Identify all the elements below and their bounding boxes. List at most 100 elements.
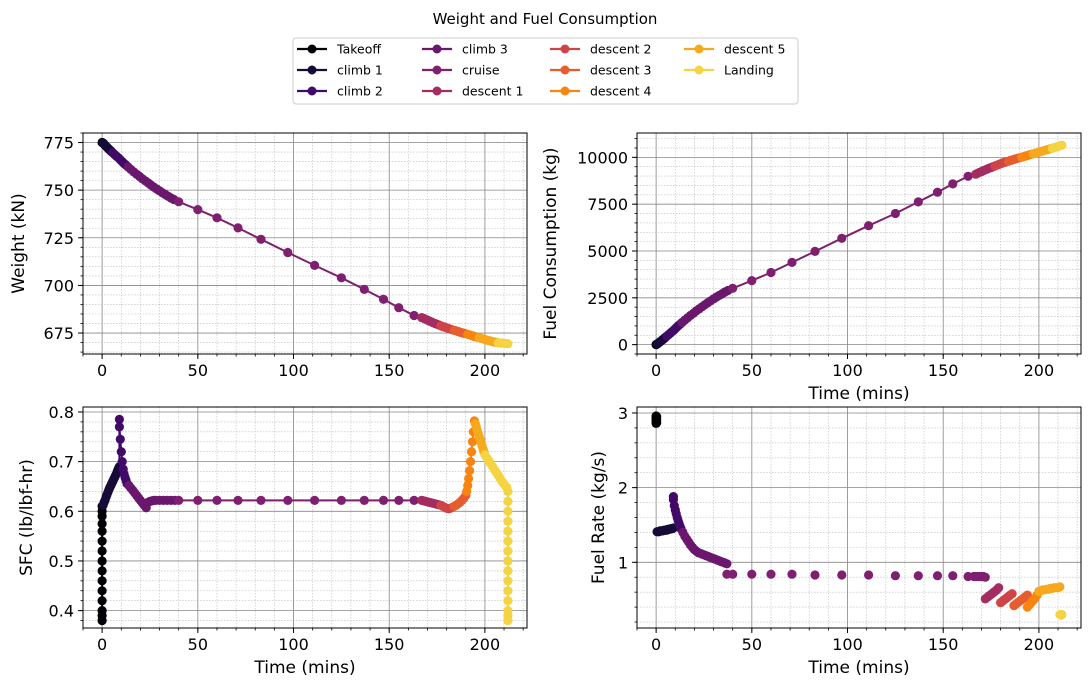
legend: Takeoff climb 1 climb 2 climb 3 cruise descen… bbox=[292, 37, 799, 105]
data-point bbox=[503, 516, 513, 526]
y-axis-label: Weight (kN) bbox=[9, 193, 29, 293]
data-point bbox=[1057, 140, 1067, 150]
data-point bbox=[766, 569, 776, 579]
legend-marker bbox=[694, 44, 704, 54]
data-point bbox=[948, 179, 958, 189]
legend-entry: climb 2 bbox=[297, 84, 383, 99]
data-point bbox=[212, 495, 222, 505]
tick-label-y: 675 bbox=[43, 324, 74, 343]
data-point bbox=[728, 569, 738, 579]
legend-label: climb 2 bbox=[337, 84, 383, 99]
tick-label-x: 200 bbox=[1024, 361, 1055, 380]
data-point bbox=[864, 570, 874, 580]
legend-marker bbox=[307, 44, 317, 54]
data-point bbox=[787, 569, 797, 579]
data-point bbox=[359, 495, 369, 505]
tick-label-y: 725 bbox=[43, 229, 74, 248]
data-point bbox=[503, 566, 513, 576]
data-point bbox=[97, 526, 107, 536]
data-point bbox=[97, 536, 107, 546]
data-point bbox=[233, 223, 243, 233]
legend-label: climb 3 bbox=[462, 42, 508, 57]
data-point bbox=[283, 247, 293, 258]
legend-entry: Takeoff bbox=[297, 42, 381, 57]
tick-label-x: 50 bbox=[188, 361, 208, 380]
data-point bbox=[336, 495, 346, 505]
tick-label-y: 2 bbox=[618, 479, 628, 498]
data-point bbox=[310, 495, 320, 505]
data-point bbox=[233, 495, 243, 505]
legend-entry: cruise bbox=[422, 63, 500, 78]
tick-label-x: 200 bbox=[470, 361, 501, 380]
data-point bbox=[465, 457, 476, 467]
legend-marker bbox=[694, 65, 704, 75]
data-point bbox=[837, 570, 847, 580]
tick-label-y: 3 bbox=[618, 404, 628, 423]
x-axis-label: Time (mins) bbox=[807, 658, 909, 678]
legend-marker bbox=[432, 65, 442, 75]
y-axis-label: Fuel Consumption (kg) bbox=[541, 147, 561, 339]
y-axis-label: SFC (lb/lbf-hr) bbox=[17, 459, 37, 576]
legend-marker bbox=[560, 44, 570, 54]
sfc-plot: 0 50 100 150 200 0.4 0.5 0.6 0.7 0.8 Time (mins) SF… bbox=[17, 403, 528, 678]
data-point bbox=[963, 171, 973, 181]
legend-entry: climb 1 bbox=[297, 63, 383, 78]
tick-label-x: 100 bbox=[832, 635, 863, 654]
legend-marker bbox=[560, 65, 570, 75]
tick-label-x: 0 bbox=[97, 361, 107, 380]
tick-label-y: 0.6 bbox=[49, 502, 74, 521]
tick-label-y: 750 bbox=[43, 181, 74, 200]
data-point bbox=[464, 473, 474, 484]
data-point bbox=[256, 234, 266, 244]
tick-label-x: 100 bbox=[832, 361, 863, 380]
data-point bbox=[97, 519, 107, 529]
legend-label: descent 1 bbox=[462, 84, 523, 99]
tick-label-y: 0.7 bbox=[49, 453, 74, 472]
legend-label: Landing bbox=[724, 63, 774, 78]
data-point bbox=[463, 480, 473, 491]
data-series bbox=[97, 137, 513, 349]
data-series bbox=[97, 414, 513, 626]
legend-entry: descent 5 bbox=[684, 42, 785, 57]
legend-label: descent 4 bbox=[590, 84, 651, 99]
data-point bbox=[283, 495, 293, 505]
data-point bbox=[1007, 589, 1017, 599]
data-point bbox=[503, 486, 513, 496]
data-point bbox=[837, 233, 847, 243]
tick-label-x: 50 bbox=[188, 635, 208, 654]
axes: 0 50 100 150 200 675 700 725 750 775 Weight (kN) bbox=[9, 133, 527, 380]
data-point bbox=[466, 447, 477, 457]
tick-label-y: 10000 bbox=[577, 148, 628, 167]
data-point bbox=[359, 284, 369, 294]
data-point bbox=[503, 496, 513, 506]
plot-frame bbox=[82, 406, 528, 629]
tick-label-y: 2500 bbox=[587, 289, 628, 308]
data-point bbox=[980, 572, 990, 582]
tick-label-x: 100 bbox=[278, 361, 309, 380]
data-point bbox=[503, 546, 513, 556]
legend-marker bbox=[560, 86, 570, 96]
data-point bbox=[890, 571, 901, 581]
data-point bbox=[336, 273, 346, 283]
data-point bbox=[864, 221, 874, 231]
data-point bbox=[1022, 590, 1032, 600]
data-point bbox=[409, 310, 419, 321]
data-point bbox=[378, 495, 389, 505]
legend-label: descent 2 bbox=[590, 42, 651, 57]
data-point bbox=[97, 546, 107, 556]
tick-label-x: 200 bbox=[470, 635, 501, 654]
axes: 0 50 100 150 200 0 2500 5000 7500 10000 Time (mins… bbox=[541, 133, 1081, 404]
legend-frame bbox=[292, 37, 799, 105]
data-point bbox=[503, 536, 513, 546]
x-axis-label: Time (mins) bbox=[253, 658, 355, 678]
plot-frame bbox=[636, 406, 1082, 629]
data-point bbox=[503, 596, 513, 606]
legend-marker bbox=[432, 86, 442, 96]
data-point bbox=[932, 571, 943, 581]
tick-label-y: 0 bbox=[618, 336, 628, 355]
y-axis-label: Fuel Rate (kg/s) bbox=[589, 451, 609, 584]
tick-label-x: 50 bbox=[742, 361, 762, 380]
data-point bbox=[394, 495, 404, 505]
legend-marker bbox=[307, 65, 317, 75]
